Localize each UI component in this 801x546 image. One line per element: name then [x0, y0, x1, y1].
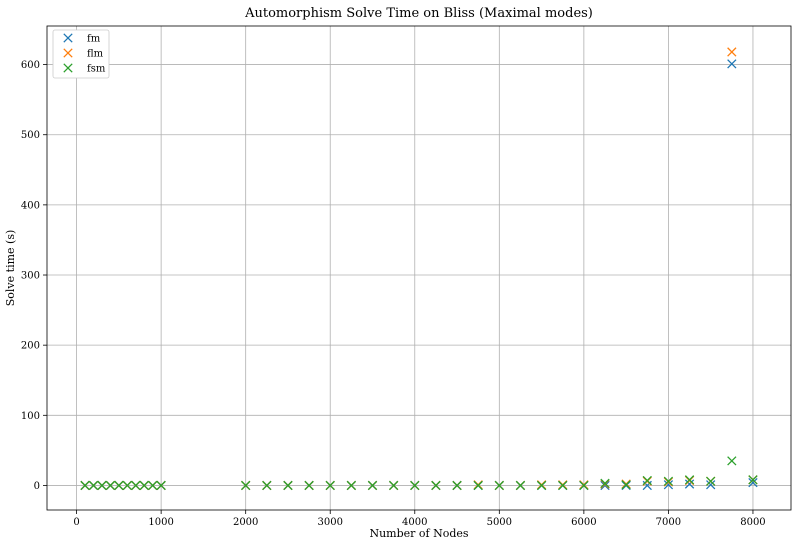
- legend: fm flm fsm: [52, 29, 110, 79]
- y-tick-label: 400: [21, 200, 40, 211]
- data-point: [684, 479, 695, 489]
- y-tick-label: 300: [21, 271, 40, 282]
- x-tick-label: 4000: [402, 517, 427, 528]
- data-point: [122, 480, 132, 491]
- data-point: [748, 475, 758, 485]
- y-tick-label: 200: [21, 341, 40, 352]
- data-point: [367, 480, 378, 491]
- x-tick-label: 6000: [571, 517, 596, 528]
- data-point: [536, 480, 547, 491]
- data-point: [579, 480, 589, 491]
- y-tick-label: 100: [21, 411, 40, 422]
- data-point: [241, 480, 251, 491]
- data-point: [105, 480, 116, 491]
- data-point: [131, 480, 141, 491]
- data-point: [727, 59, 737, 69]
- x-tick-label: 1000: [148, 517, 173, 528]
- data-point: [494, 480, 504, 491]
- data-point: [262, 480, 272, 491]
- x-tick-label: 8000: [740, 517, 765, 528]
- data-point: [325, 480, 335, 491]
- data-point: [642, 475, 652, 486]
- x-tick-label: 5000: [487, 517, 512, 528]
- plot-frame: [46, 25, 792, 511]
- x-tick-label: 2000: [233, 517, 258, 528]
- y-tick-label: 500: [21, 130, 40, 141]
- legend-box: [52, 29, 110, 79]
- data-points: [80, 47, 758, 491]
- x-axis-title: Number of Nodes: [369, 527, 468, 540]
- data-point: [663, 476, 674, 486]
- data-point: [283, 480, 293, 491]
- x-tick-label: 0: [73, 517, 79, 528]
- legend-marker-flm: [63, 48, 73, 58]
- data-point: [80, 480, 90, 491]
- data-point: [621, 480, 631, 490]
- data-point: [388, 480, 399, 491]
- legend-label-flm: flm: [87, 49, 104, 60]
- data-point: [663, 480, 674, 490]
- data-point: [431, 480, 441, 491]
- legend-marker-fsm: [63, 63, 73, 73]
- x-axis-ticks: 0 1000 2000 3000 4000 5000 6000 7000 8000: [73, 510, 766, 528]
- x-tick-label: 3000: [318, 517, 343, 528]
- data-point: [515, 480, 526, 491]
- legend-label-fm: fm: [87, 34, 101, 45]
- data-point: [706, 480, 716, 490]
- data-point: [452, 480, 462, 491]
- data-point: [410, 480, 420, 491]
- data-point: [706, 476, 716, 486]
- data-point: [684, 475, 695, 485]
- legend-label-fsm: fsm: [87, 64, 106, 75]
- data-point: [600, 478, 610, 489]
- data-point: [156, 480, 166, 491]
- series-fsm: [80, 456, 758, 491]
- y-tick-label: 0: [34, 481, 40, 492]
- y-axis-ticks: 0 100 200 300 400 500 600: [21, 60, 47, 492]
- data-point: [727, 456, 737, 466]
- data-point: [346, 480, 357, 491]
- data-point: [97, 480, 107, 491]
- x-tick-label: 7000: [656, 517, 681, 528]
- y-axis-title: Solve time (s): [4, 230, 17, 307]
- data-point: [600, 480, 610, 491]
- data-point: [114, 480, 124, 491]
- data-point: [148, 480, 158, 491]
- grid-lines: [47, 26, 791, 510]
- data-point: [139, 480, 149, 491]
- data-point: [727, 47, 737, 57]
- plot-area: [47, 26, 791, 510]
- data-point: [558, 480, 568, 491]
- chart-title: Automorphism Solve Time on Bliss (Maxima…: [244, 6, 593, 21]
- y-tick-label: 600: [21, 60, 40, 71]
- legend-marker-fm: [63, 33, 73, 43]
- data-point: [88, 480, 99, 491]
- data-point: [748, 477, 758, 488]
- data-point: [304, 480, 314, 491]
- data-point: [473, 480, 483, 491]
